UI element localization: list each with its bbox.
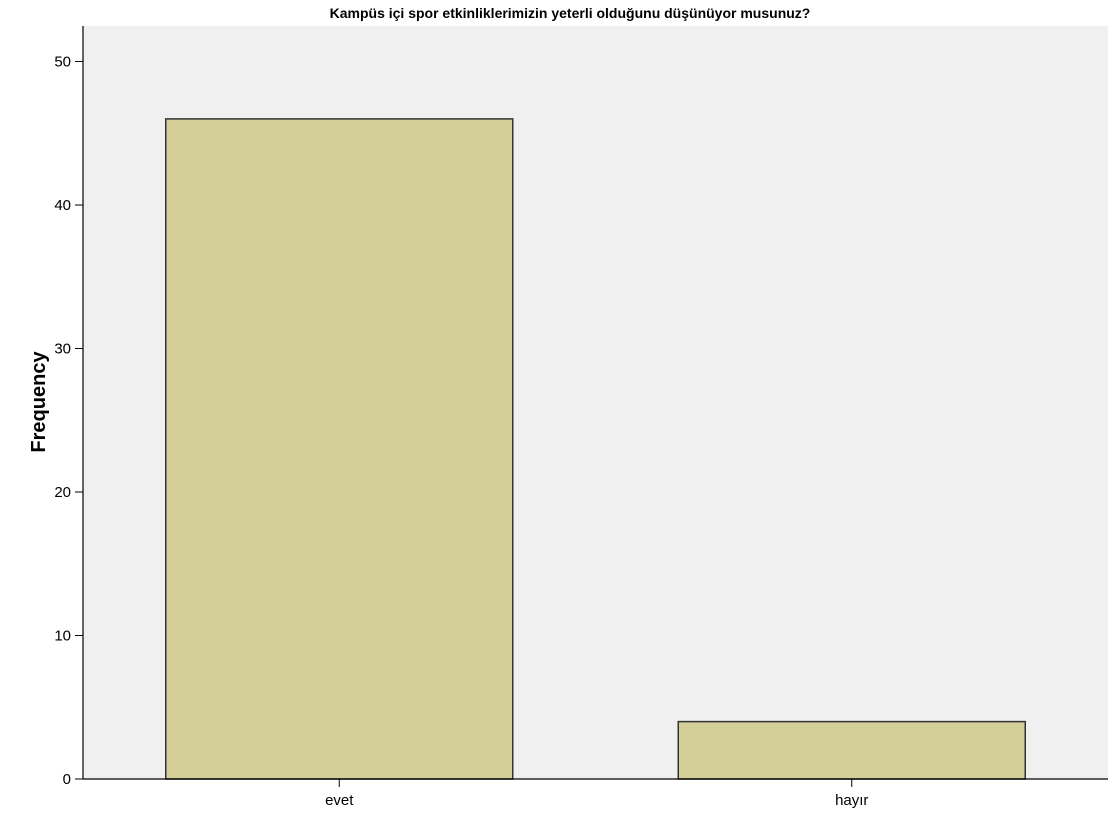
x-tick-label-evet: evet: [325, 792, 354, 809]
y-axis-label: Frequency: [28, 351, 50, 453]
y-tick-label: 10: [54, 628, 71, 645]
y-tick-label: 20: [54, 484, 71, 501]
y-tick-label: 30: [54, 341, 71, 358]
x-tick-label-hayır: hayır: [835, 792, 868, 809]
x-axis-ticks: evet hayır: [325, 779, 868, 809]
y-axis-ticks: 0 10 20 30 40 50: [54, 54, 83, 788]
bars-group: [165, 118, 1026, 780]
bar-hayır: [677, 720, 1026, 780]
y-tick-label: 0: [63, 771, 71, 788]
bar-evet: [165, 118, 514, 780]
chart-title: Kampüs içi spor etkinliklerimizin yeterl…: [330, 5, 811, 21]
y-tick-label: 50: [54, 54, 71, 71]
y-tick-label: 40: [54, 197, 71, 214]
